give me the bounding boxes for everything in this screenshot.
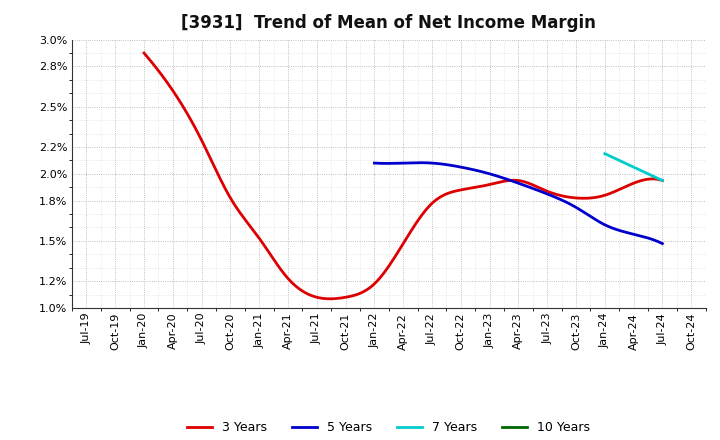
Legend: 3 Years, 5 Years, 7 Years, 10 Years: 3 Years, 5 Years, 7 Years, 10 Years — [182, 416, 595, 439]
Title: [3931]  Trend of Mean of Net Income Margin: [3931] Trend of Mean of Net Income Margi… — [181, 15, 596, 33]
